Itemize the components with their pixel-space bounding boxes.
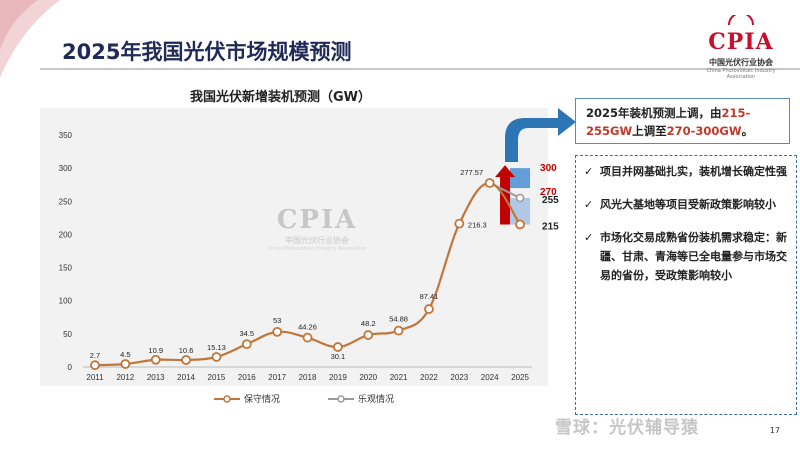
legend-item-optimistic: 乐观情况 [328, 392, 394, 405]
callout-middle: 上调至 [632, 124, 667, 138]
list-item: ✓ 项目并网基础扎实，装机增长确定性强 [584, 162, 788, 181]
watermark-text: CPIA [276, 205, 358, 235]
sun-icon [728, 12, 754, 26]
bullet-text: 风光大基地等项目受新政策影响较小 [600, 198, 776, 211]
page-number: 17 [769, 426, 780, 435]
callout-to-range: 270-300GW [666, 124, 742, 138]
logo-cn: 中国光伏行业协会 [709, 58, 773, 67]
bullet-text: 市场化交易成熟省份装机需求稳定：新疆、甘肃、青海等已全电量参与市场交易的省份，受… [600, 231, 787, 282]
legend-marker-optimistic [328, 394, 355, 403]
logo-text: CPIA [708, 29, 774, 55]
page-title: 2025年我国光伏市场规模预测 [62, 40, 352, 64]
check-icon: ✓ [584, 198, 594, 211]
chart-title: 我国光伏新增装机预测（GW） [190, 90, 372, 105]
title-divider [40, 68, 800, 70]
check-icon: ✓ [584, 165, 594, 178]
chart-watermark: CPIA 中国光伏行业协会 China Photovoltaic Industr… [262, 205, 372, 252]
forecast-callout: 2025年装机预测上调，由215-255GW上调至270-300GW。 [575, 98, 790, 144]
watermark-cn: 中国光伏行业协会 [285, 236, 349, 245]
list-item: ✓ 风光大基地等项目受新政策影响较小 [584, 195, 788, 214]
callout-from-range: 215-255GW [586, 106, 751, 138]
legend-label-optimistic: 乐观情况 [358, 395, 395, 405]
corner-decoration [0, 0, 60, 78]
bullet-text: 项目并网基础扎实，装机增长确定性强 [600, 165, 787, 178]
logo-en: China Photovoltaic Industry Association [706, 68, 776, 80]
footer-watermark: 雪球：光伏辅导猿 [555, 418, 699, 438]
reasons-list: ✓ 项目并网基础扎实，装机增长确定性强 ✓ 风光大基地等项目受新政策影响较小 ✓… [575, 155, 797, 415]
check-icon: ✓ [584, 231, 594, 244]
watermark-en: China Photovoltaic Industry Association [267, 246, 367, 252]
callout-suffix: 。 [741, 124, 754, 138]
list-item: ✓ 市场化交易成熟省份装机需求稳定：新疆、甘肃、青海等已全电量参与市场交易的省份… [584, 228, 788, 285]
chart-legend: 保守情况 乐观情况 [214, 392, 394, 405]
legend-item-conservative: 保守情况 [214, 392, 280, 405]
cpia-logo: CPIA 中国光伏行业协会 China Photovoltaic Industr… [696, 10, 786, 80]
callout-prefix: 2025年装机预测上调，由 [586, 106, 722, 120]
legend-marker-conservative [214, 394, 240, 403]
legend-label-conservative: 保守情况 [244, 395, 281, 405]
